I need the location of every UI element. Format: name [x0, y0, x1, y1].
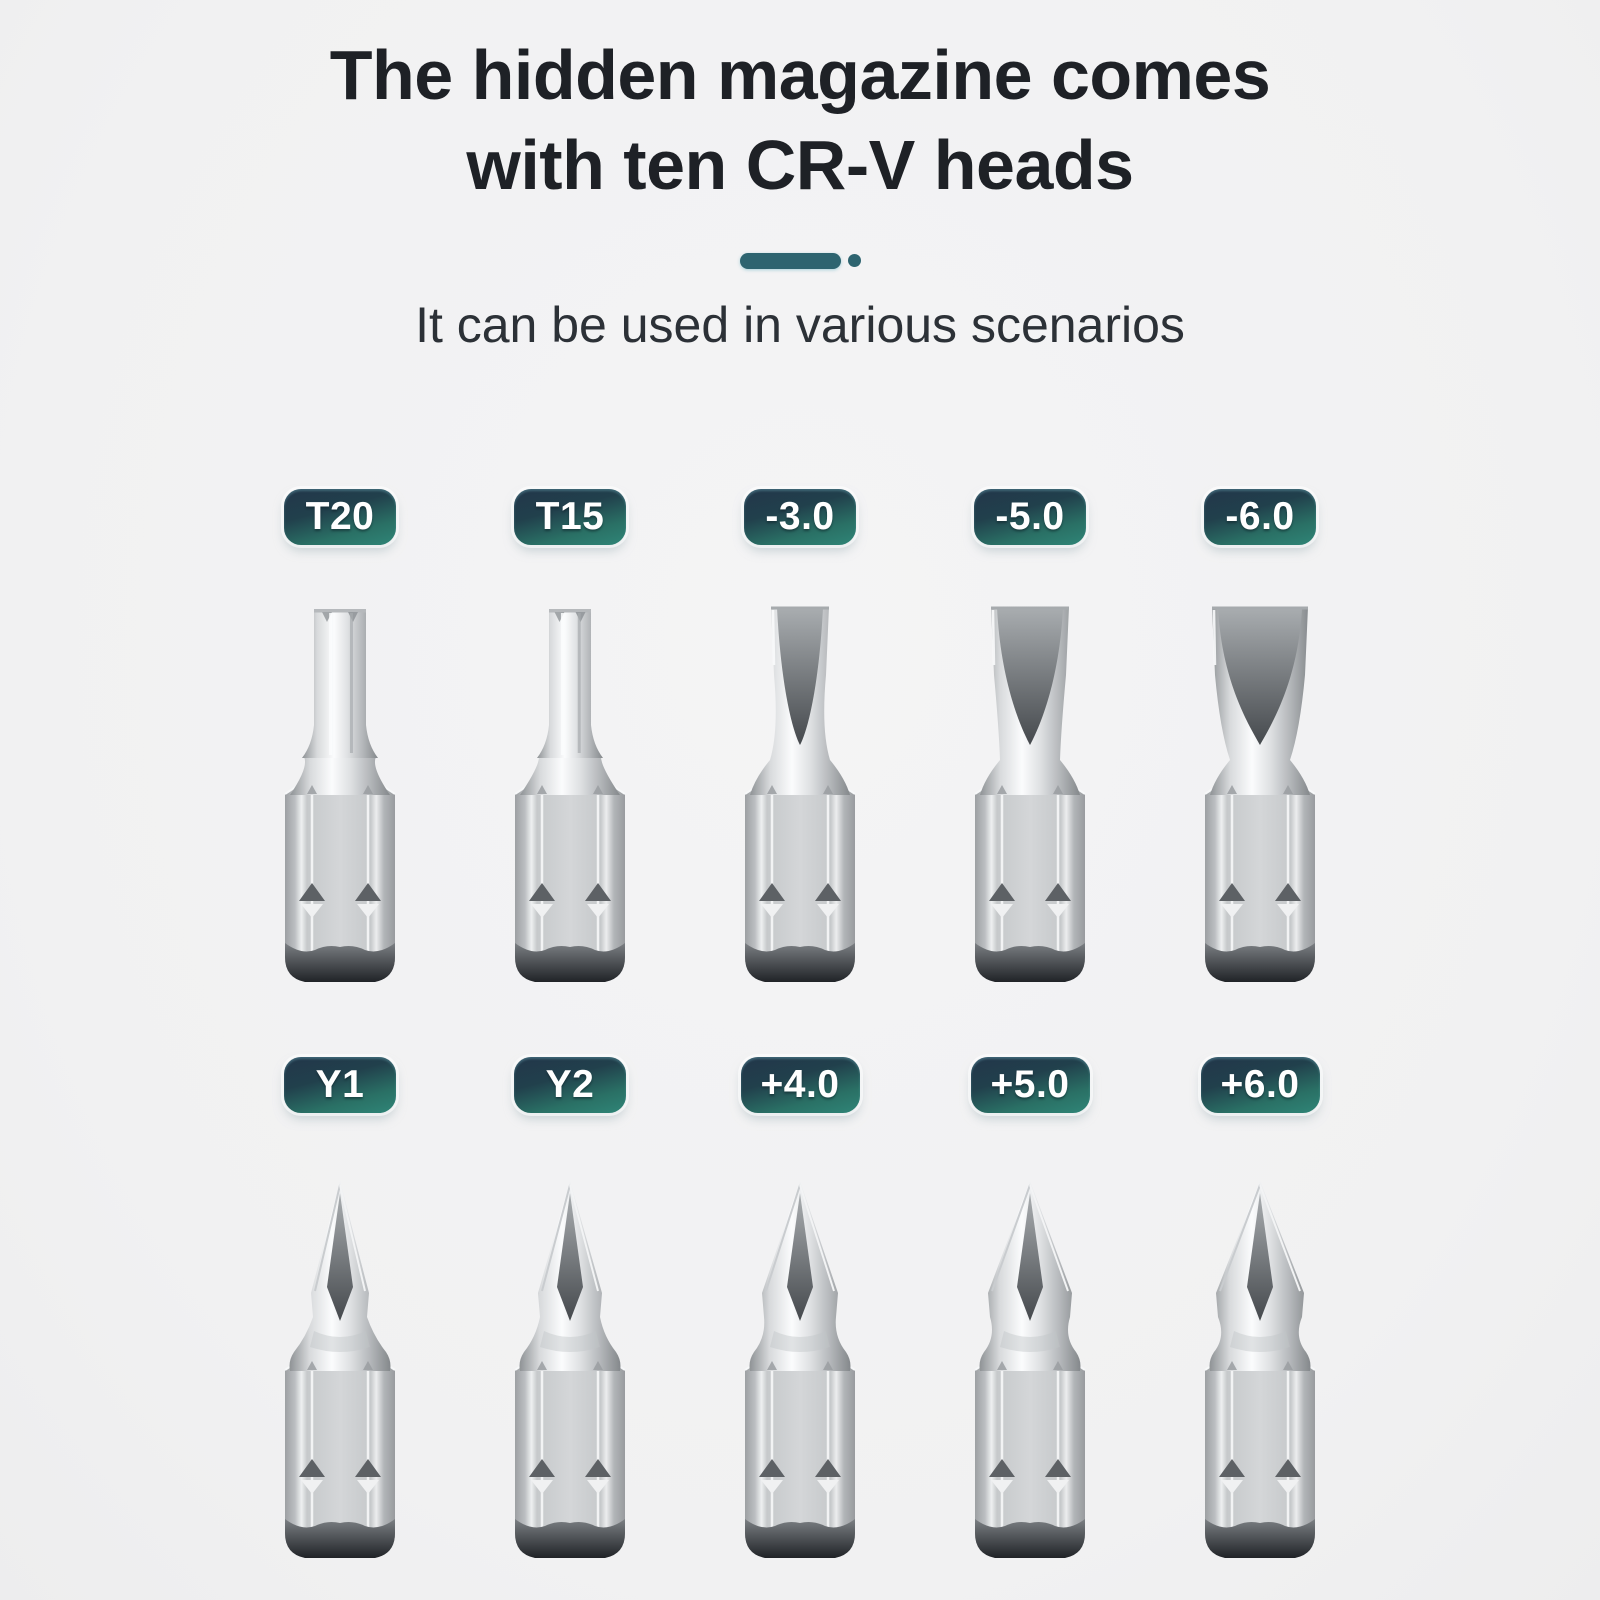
bit-size-badge-row: T20 T15 -3.0 -5.0 -6.0 [0, 489, 1600, 545]
bit-size-badge: T15 [514, 489, 626, 545]
bit-image-cross-1-3 [955, 1171, 1105, 1561]
page-title: The hidden magazine comes with ten CR-V h… [0, 30, 1600, 210]
bit-size-badge: +4.0 [740, 1057, 860, 1113]
bit-image-cross-1-2 [725, 1171, 875, 1561]
bit-photo-row [0, 1171, 1600, 1561]
divider-dot [847, 254, 861, 267]
bit-size-badge: T20 [284, 489, 396, 545]
bit-image-torx-0-0 [265, 595, 415, 985]
bit-size-badge: Y2 [514, 1057, 626, 1113]
divider-line [739, 252, 841, 269]
title-line-2: with ten CR-V heads [466, 126, 1134, 204]
bit-size-badge: -3.0 [744, 489, 856, 545]
bit-size-badge: +6.0 [1200, 1057, 1320, 1113]
bit-image-slotted-0-2 [725, 595, 875, 985]
bit-photo-row [0, 595, 1600, 985]
bit-image-cross-1-0 [265, 1171, 415, 1561]
bits-grid: T20 T15 -3.0 -5.0 -6.0 Y1 Y2 +4.0 +5.0 +6.0 [0, 489, 1600, 1561]
bit-image-cross-1-4 [1185, 1171, 1335, 1561]
title-divider [0, 252, 1600, 269]
bit-size-badge: -6.0 [1204, 489, 1316, 545]
bit-image-torx-0-1 [495, 595, 645, 985]
bit-size-badge: Y1 [284, 1057, 396, 1113]
bit-size-badge-row: Y1 Y2 +4.0 +5.0 +6.0 [0, 1057, 1600, 1113]
bit-size-badge: +5.0 [970, 1057, 1090, 1113]
title-line-1: The hidden magazine comes [329, 36, 1271, 114]
bit-image-slotted-0-3 [955, 595, 1105, 985]
subtitle: It can be used in various scenarios [415, 297, 1185, 353]
bit-image-slotted-0-4 [1185, 595, 1335, 985]
bit-size-badge: -5.0 [974, 489, 1086, 545]
bit-image-cross-1-1 [495, 1171, 645, 1561]
